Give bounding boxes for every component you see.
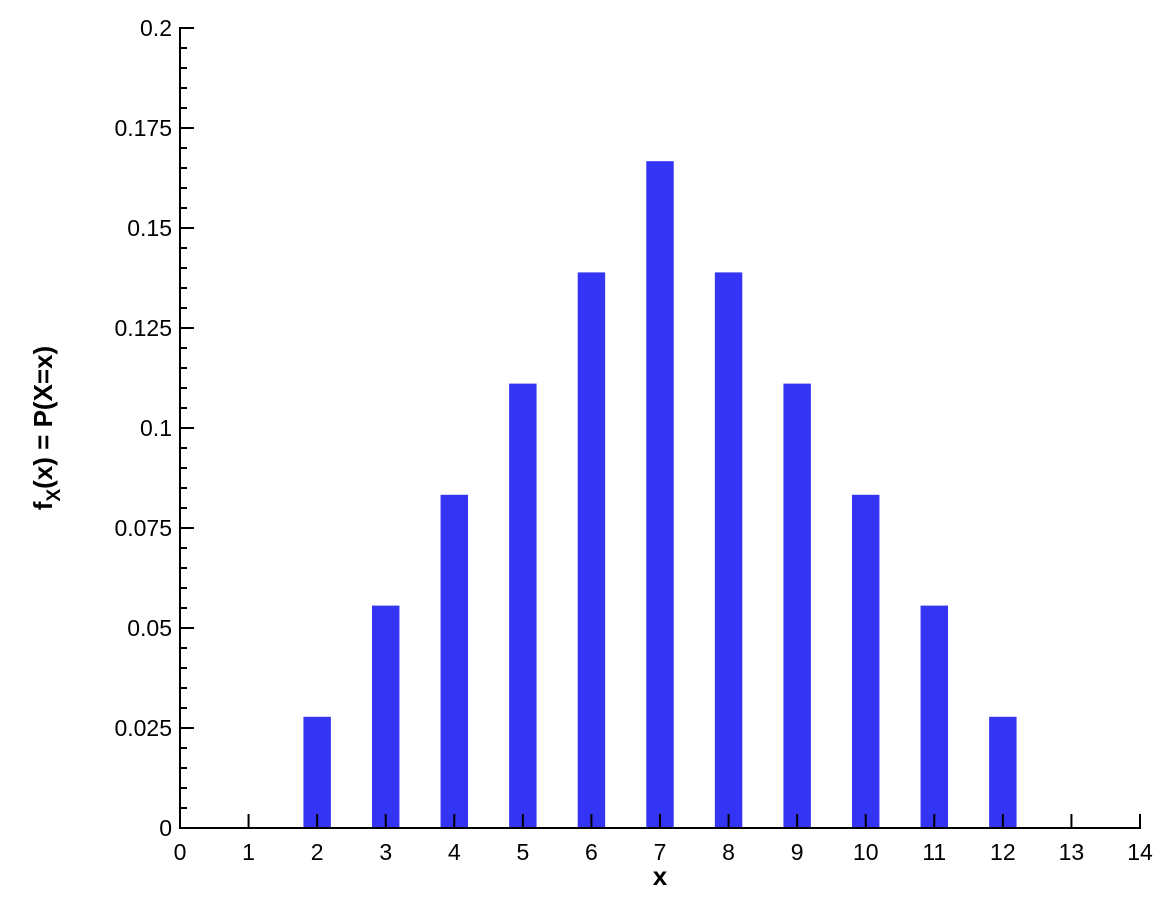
bar bbox=[852, 494, 880, 828]
x-tick-label: 3 bbox=[379, 839, 392, 865]
x-tick-label: 9 bbox=[791, 839, 804, 865]
y-axis-title-sub: X bbox=[44, 489, 65, 502]
x-tick-label: 7 bbox=[654, 839, 667, 865]
y-tick-label: 0.1 bbox=[140, 415, 172, 441]
bar bbox=[303, 716, 331, 828]
y-tick-label: 0.125 bbox=[114, 315, 172, 341]
x-tick-label: 10 bbox=[853, 839, 879, 865]
x-tick-label: 1 bbox=[242, 839, 255, 865]
x-tick-label: 4 bbox=[448, 839, 461, 865]
x-tick-label: 6 bbox=[585, 839, 598, 865]
y-axis-title-part: (x) = P(X=x) bbox=[28, 346, 58, 489]
bar bbox=[372, 605, 400, 828]
y-tick-label: 0.15 bbox=[127, 215, 172, 241]
bar bbox=[646, 161, 674, 828]
bar bbox=[714, 272, 743, 828]
bar bbox=[783, 383, 811, 828]
y-tick-label: 0.175 bbox=[114, 115, 172, 141]
y-tick-label: 0.075 bbox=[114, 515, 172, 541]
x-tick-label: 12 bbox=[990, 839, 1016, 865]
x-tick-label: 5 bbox=[516, 839, 529, 865]
y-tick-label: 0 bbox=[159, 815, 172, 841]
x-tick-label: 13 bbox=[1059, 839, 1085, 865]
x-tick-label: 11 bbox=[922, 839, 946, 865]
bar bbox=[577, 272, 606, 828]
x-tick-label: 2 bbox=[311, 839, 324, 865]
y-tick-label: 0.2 bbox=[140, 15, 172, 41]
y-axis-title-part: f bbox=[28, 501, 58, 510]
y-axis-title: fX(x) = P(X=x) bbox=[28, 346, 65, 510]
bar bbox=[989, 716, 1017, 828]
bar bbox=[920, 605, 948, 828]
x-tick-label: 8 bbox=[722, 839, 735, 865]
x-tick-label: 0 bbox=[174, 839, 187, 865]
bar bbox=[440, 494, 468, 828]
y-tick-label: 0.025 bbox=[114, 715, 172, 741]
x-tick-label: 14 bbox=[1127, 839, 1153, 865]
y-tick-label: 0.05 bbox=[127, 615, 172, 641]
x-axis-title: x bbox=[653, 861, 668, 891]
bar bbox=[509, 383, 537, 828]
